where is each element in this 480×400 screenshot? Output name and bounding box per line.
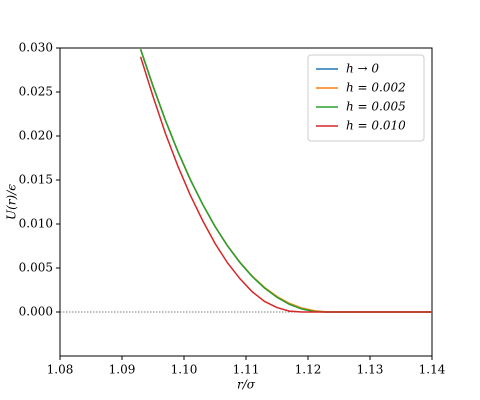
y-tick-label: 0.025 <box>19 85 53 99</box>
x-tick-label: 1.09 <box>109 363 136 377</box>
legend-label: h = 0.005 <box>346 100 406 114</box>
x-tick-label: 1.11 <box>233 363 260 377</box>
x-tick-label: 1.08 <box>47 363 74 377</box>
y-tick-label: 0.005 <box>19 261 53 275</box>
series-line <box>139 56 432 313</box>
plot-lines <box>139 48 432 313</box>
y-axis-label: U(r)/ϵ <box>5 184 19 220</box>
legend-box <box>307 54 425 142</box>
x-tick-label: 1.10 <box>171 363 198 377</box>
y-tick-label: 0.000 <box>19 305 53 319</box>
x-tick-label: 1.14 <box>419 363 446 377</box>
legend-label: h = 0.010 <box>346 119 406 133</box>
y-tick-label: 0.020 <box>19 129 53 143</box>
legend-label: h → 0 <box>346 62 379 76</box>
x-tick-label: 1.12 <box>295 363 322 377</box>
y-tick-label: 0.010 <box>19 217 53 231</box>
y-tick-label: 0.030 <box>19 41 53 55</box>
y-tick-label: 0.015 <box>19 173 53 187</box>
x-axis-label: r/σ <box>237 378 256 392</box>
legend-label: h = 0.002 <box>346 81 406 95</box>
x-tick-label: 1.13 <box>357 363 384 377</box>
